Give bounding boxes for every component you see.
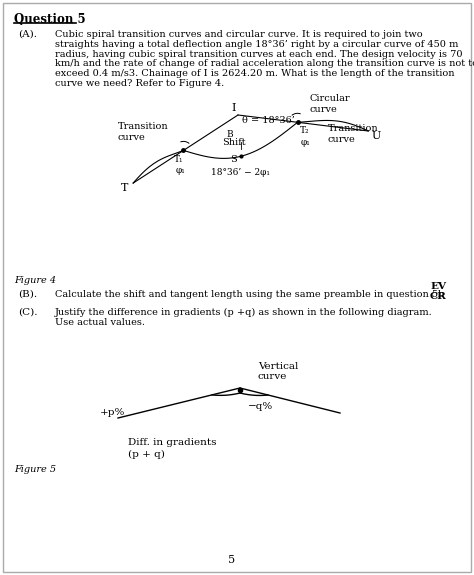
Text: exceed 0.4 m/s3. Chainage of I is 2624.20 m. What is the length of the transitio: exceed 0.4 m/s3. Chainage of I is 2624.2… [55,69,455,78]
Text: Cubic spiral transition curves and circular curve. It is required to join two: Cubic spiral transition curves and circu… [55,30,423,39]
Text: Circular
curve: Circular curve [310,94,350,114]
Text: U: U [371,131,381,141]
Text: Diff. in gradients: Diff. in gradients [128,438,217,447]
Text: CR: CR [430,292,447,301]
Text: Question 5: Question 5 [14,13,86,26]
Text: Figure 4: Figure 4 [14,276,56,285]
Text: Transition
curve: Transition curve [328,124,378,144]
Text: Calculate the shift and tangent length using the same preamble in question 5b: Calculate the shift and tangent length u… [55,290,444,299]
Text: φ₁: φ₁ [301,139,310,147]
Text: (C).: (C). [18,308,37,317]
Text: (A).: (A). [18,30,37,39]
Text: curve: curve [258,372,287,381]
Text: EV: EV [430,282,446,291]
Text: Figure 5: Figure 5 [14,465,56,474]
Text: curve we need? Refer to Figure 4.: curve we need? Refer to Figure 4. [55,79,224,88]
Text: φ₁: φ₁ [175,166,185,175]
Text: T₁: T₁ [173,155,183,164]
Text: straights having a total deflection angle 18°36’ right by a circular curve of 45: straights having a total deflection angl… [55,40,458,49]
Text: 5: 5 [228,555,236,565]
Text: T: T [121,183,128,193]
Text: km/h and the rate of change of radial acceleration along the transition curve is: km/h and the rate of change of radial ac… [55,59,474,68]
Text: −q%: −q% [248,402,273,411]
Text: (p + q): (p + q) [128,450,165,459]
Text: I: I [231,103,236,113]
Text: Use actual values.: Use actual values. [55,318,145,327]
Text: T₂: T₂ [300,126,309,135]
Text: B: B [227,131,233,139]
Text: S: S [230,155,237,164]
Text: Justify the difference in gradients (p +q) as shown in the following diagram.: Justify the difference in gradients (p +… [55,308,433,317]
Text: (B).: (B). [18,290,37,299]
Text: Transition
curve: Transition curve [118,122,168,142]
Text: +p%: +p% [100,408,126,417]
Text: Vertical: Vertical [258,362,298,371]
Text: radius, having cubic spiral transition curves at each end. The design velocity i: radius, having cubic spiral transition c… [55,49,463,59]
Text: Shift: Shift [222,139,246,147]
Text: 18°36’ − 2φ₁: 18°36’ − 2φ₁ [210,168,269,177]
Text: θ = 18°36’: θ = 18°36’ [242,116,295,125]
